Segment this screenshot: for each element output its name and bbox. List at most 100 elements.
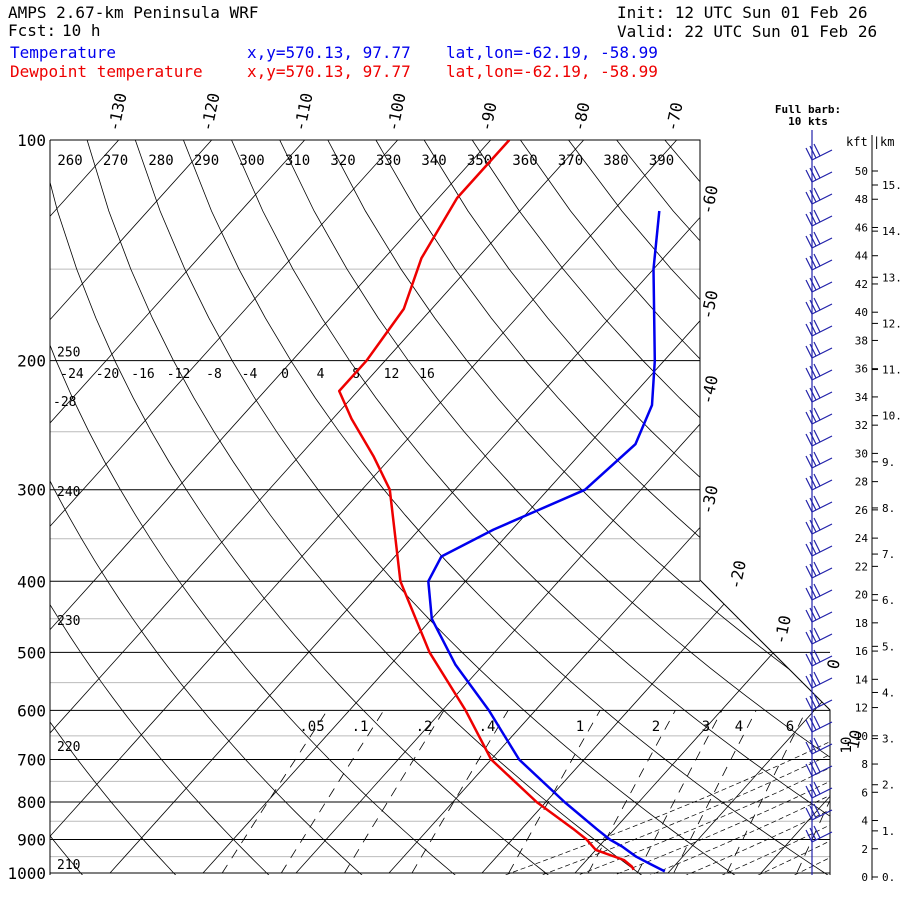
wind-barb-flag xyxy=(813,209,821,223)
isotherm xyxy=(50,140,212,874)
km-label: 14. xyxy=(882,225,900,238)
wind-barb-flag xyxy=(809,761,817,775)
pressure-label: 700 xyxy=(17,750,46,769)
wind-barb-flag xyxy=(813,495,821,509)
moist-adiabat xyxy=(653,140,830,875)
mixing-ratio-label: .05 xyxy=(299,719,324,735)
profile-series xyxy=(337,140,666,873)
kft-label: 32 xyxy=(855,419,868,432)
pressure-label: 500 xyxy=(17,643,46,662)
wind-barb-flag xyxy=(813,825,821,839)
wind-barb xyxy=(805,715,833,733)
theta-label: 260 xyxy=(57,153,82,169)
wind-barb xyxy=(805,429,833,447)
mixing-ratio-line xyxy=(719,710,807,875)
wind-barb xyxy=(805,693,833,711)
theta-label: 340 xyxy=(421,153,446,169)
kft-label: 14 xyxy=(855,673,869,686)
wind-barb-staff xyxy=(811,479,833,491)
wind-barb xyxy=(805,781,833,799)
wind-barb-flag xyxy=(813,231,821,245)
mixing-ratio-line xyxy=(271,710,385,875)
km-axis-title: km xyxy=(880,135,894,149)
pressure-label: 900 xyxy=(17,830,46,849)
wind-barb-flag xyxy=(805,345,813,359)
kft-label: 16 xyxy=(855,645,868,658)
wind-barb-flag xyxy=(805,279,813,293)
kft-label: 40 xyxy=(855,306,868,319)
temp-tick-right: -20 xyxy=(725,559,750,591)
wind-barb-staff xyxy=(811,831,833,843)
theta-label: 330 xyxy=(376,153,401,169)
wind-barb-flag xyxy=(805,785,813,799)
km-label: 1. xyxy=(882,825,895,838)
wind-barb-staff xyxy=(811,567,833,579)
wind-barb xyxy=(805,275,833,293)
grid-lines xyxy=(50,140,830,875)
height-axis: kft km|5048464442403836343230282624222018… xyxy=(846,135,900,884)
wind-barb-staff xyxy=(811,787,833,799)
kft-label: 2 xyxy=(861,843,868,856)
wind-barb xyxy=(805,737,833,755)
mixing-ratio-line xyxy=(629,710,723,875)
wind-barb-flag xyxy=(813,517,821,531)
temperature-grid-xy: x,y=570.13, 97.77 xyxy=(247,43,411,62)
temp-tick-top: -90 xyxy=(476,101,501,133)
wind-barb xyxy=(805,187,833,205)
wind-barb xyxy=(805,539,833,557)
kft-label: 10 xyxy=(855,730,868,743)
wind-barb-flag xyxy=(813,605,821,619)
mixing-ratio-line xyxy=(579,710,676,875)
wind-barb-flag xyxy=(809,519,817,533)
wind-barb-flag xyxy=(809,629,817,643)
mixing-ratio-label: 6 xyxy=(786,719,794,735)
kft-label: 46 xyxy=(855,221,868,234)
wind-barb-flag xyxy=(805,499,813,513)
wind-barb-staff xyxy=(811,765,833,777)
wind-barb-flag xyxy=(813,693,821,707)
wind-barb-flag xyxy=(813,627,821,641)
wind-barbs: Full barb:10 kts xyxy=(775,103,841,875)
dry-adiabat xyxy=(279,140,830,875)
km-label: 5. xyxy=(882,640,895,653)
wind-barb-flag xyxy=(809,277,817,291)
theta-e-label: -16 xyxy=(131,367,154,382)
dry-adiabat xyxy=(231,140,830,875)
km-label: 10. xyxy=(882,410,900,423)
wind-barb-flag xyxy=(805,829,813,843)
dry-adiabat xyxy=(568,140,830,875)
mixing-ratio-label: .2 xyxy=(416,719,433,735)
wind-barb-staff xyxy=(811,259,833,271)
theta-e-label: -24 xyxy=(60,367,84,382)
wind-barb-flag xyxy=(805,433,813,447)
temperature-latlon: lat,lon=-62.19, -58.99 xyxy=(446,43,658,62)
km-label: 8. xyxy=(882,502,895,515)
wind-barb-staff xyxy=(811,721,833,733)
wind-barb-flag xyxy=(809,255,817,269)
wind-barb-flag xyxy=(809,585,817,599)
wind-barb-flag xyxy=(809,409,817,423)
plot-border xyxy=(50,139,831,875)
km-label: 7. xyxy=(882,548,895,561)
wind-barb-flag xyxy=(805,147,813,161)
wind-barb-flag xyxy=(809,321,817,335)
wind-barb-staff xyxy=(811,435,833,447)
wind-barb-flag xyxy=(805,763,813,777)
temp-tick-top: -80 xyxy=(569,101,594,133)
wind-barb-flag xyxy=(805,455,813,469)
theta-side-label: 250 xyxy=(57,346,80,361)
wind-barb-flag xyxy=(809,299,817,313)
wind-barb-flag xyxy=(813,297,821,311)
pressure-label: 300 xyxy=(17,481,46,500)
wind-barb xyxy=(805,341,833,359)
wind-barb-flag xyxy=(813,407,821,421)
kft-label: 12 xyxy=(855,702,868,715)
forecast-label: Fcst: xyxy=(8,21,57,40)
wind-barb xyxy=(805,297,833,315)
wind-barb-staff xyxy=(811,303,833,315)
wind-barb-staff xyxy=(811,215,833,227)
mixing-ratio-label: 1 xyxy=(576,719,584,735)
wind-barb-flag xyxy=(809,233,817,247)
wind-barb-flag xyxy=(805,675,813,689)
wind-barb-flag xyxy=(813,539,821,553)
